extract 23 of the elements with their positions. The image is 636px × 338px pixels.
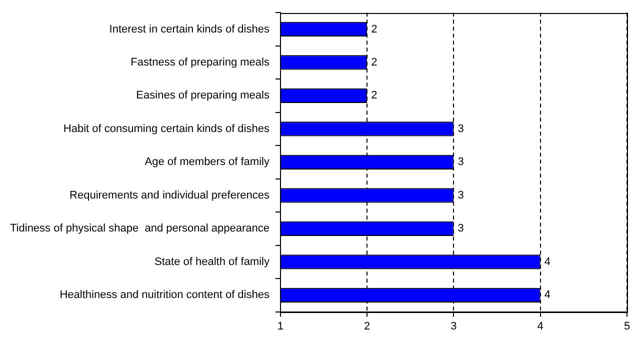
- data-label: 4: [544, 289, 550, 302]
- y-tick-label: Fastness of preparing meals: [130, 56, 270, 68]
- x-tick-label: 2: [364, 320, 370, 332]
- data-label: 2: [371, 23, 378, 36]
- y-tick-label: Tidiness of physical shape and personal appearance: [10, 222, 270, 235]
- data-label: 4: [544, 256, 550, 268]
- data-label: 3: [458, 189, 464, 202]
- y-tick-label: Requirements and individual preferences: [70, 189, 270, 202]
- y-tick-label: Age of members of family: [144, 156, 270, 168]
- y-tick-label: Healthiness and nuitrition content of dishes: [60, 289, 270, 302]
- x-tick-label: 4: [537, 320, 544, 332]
- y-tick-label: Easines of preparing meals: [136, 90, 270, 102]
- data-label: 2: [371, 90, 378, 102]
- y-tick-label: Interest in certain kinds of dishes: [109, 23, 270, 36]
- x-tick-label: 1: [277, 320, 284, 332]
- x-tick-label: 3: [450, 320, 457, 332]
- x-tick-label: 5: [624, 320, 630, 332]
- y-tick-label: State of health of family: [154, 256, 270, 268]
- y-tick-label: Habit of consuming certain kinds of dishes: [63, 122, 270, 135]
- data-label: 3: [458, 156, 464, 168]
- data-label: 3: [458, 122, 464, 135]
- data-label: 3: [458, 222, 464, 235]
- data-label: 2: [371, 56, 378, 68]
